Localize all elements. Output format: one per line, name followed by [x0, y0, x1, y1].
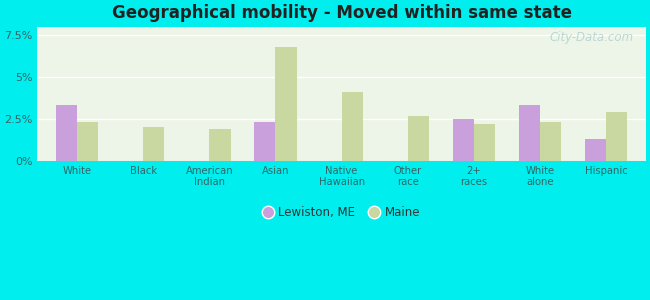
Text: City-Data.com: City-Data.com [549, 31, 634, 44]
Bar [474, 124, 495, 161]
Bar [209, 129, 231, 161]
Title: Geographical mobility - Moved within same state: Geographical mobility - Moved within sam… [112, 4, 571, 22]
Bar [408, 116, 429, 161]
Bar [276, 47, 296, 161]
Bar [606, 112, 627, 161]
Bar [540, 122, 561, 161]
Bar [342, 92, 363, 161]
Bar [452, 119, 474, 161]
Bar [143, 127, 164, 161]
Bar [77, 122, 98, 161]
Bar [585, 139, 606, 161]
Legend: Lewiston, ME, Maine: Lewiston, ME, Maine [263, 206, 421, 219]
Bar [519, 105, 540, 161]
Bar [56, 105, 77, 161]
Bar [254, 122, 276, 161]
